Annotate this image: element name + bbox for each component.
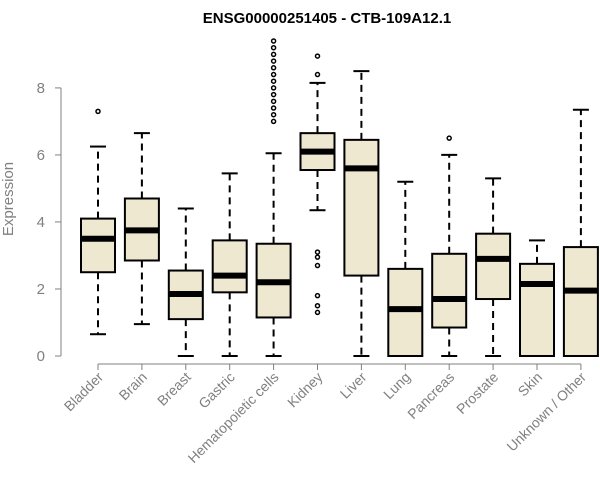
- iqr-box: [562, 246, 599, 357]
- x-tick-label: Bladder: [61, 369, 107, 415]
- x-tick-label: Unknown / Other: [503, 369, 589, 455]
- iqr-box: [387, 267, 424, 358]
- outlier-point: [270, 85, 277, 91]
- y-axis: 0 2 4 6 8: [37, 80, 62, 365]
- box-lung: [387, 180, 424, 358]
- x-tick-label: Pancreas: [404, 369, 457, 422]
- x-tick-label: Prostate: [453, 369, 501, 417]
- y-tick-label: 8: [37, 80, 45, 97]
- x-tick-label: Skin: [515, 369, 546, 400]
- outlier-point: [270, 111, 277, 118]
- outlier-point: [95, 108, 101, 115]
- iqr-box: [431, 252, 468, 329]
- outlier-point: [270, 58, 277, 64]
- x-tick-label: Lung: [380, 369, 413, 402]
- box-prostate: [475, 177, 512, 357]
- x-tick-label: Kidney: [284, 369, 326, 411]
- box-skin: [519, 239, 555, 357]
- y-tick-label: 2: [37, 281, 45, 298]
- box-kidney: [299, 53, 336, 316]
- box-gastric: [211, 172, 248, 357]
- outlier-point: [314, 53, 321, 59]
- y-axis-label: Expression: [0, 162, 17, 236]
- box-unknown-other: [562, 108, 599, 357]
- outlier-point: [314, 254, 321, 260]
- iqr-box: [343, 138, 380, 277]
- outlier-point: [270, 38, 277, 44]
- outlier-point: [270, 118, 277, 125]
- outlier-point: [270, 71, 277, 78]
- outlier-point: [446, 135, 452, 141]
- iqr-box: [80, 217, 116, 274]
- box-brain: [123, 132, 160, 326]
- outlier-point: [314, 292, 321, 299]
- x-tick-label: Brain: [116, 369, 150, 403]
- x-tick-label: Breast: [154, 369, 194, 409]
- chart-title: ENSG00000251405 - CTB-109A12.1: [203, 10, 451, 27]
- iqr-box: [519, 262, 555, 357]
- box-bladder: [80, 108, 116, 336]
- outlier-point: [270, 44, 277, 51]
- outlier-point: [314, 249, 321, 255]
- y-tick-label: 4: [37, 214, 45, 231]
- outlier-point: [270, 51, 277, 58]
- outlier-point: [270, 65, 277, 71]
- box-liver: [343, 70, 380, 357]
- outlier-point: [270, 98, 277, 105]
- boxes-group: [80, 38, 599, 358]
- iqr-box: [475, 232, 512, 301]
- outlier-point: [270, 78, 277, 84]
- outlier-point: [270, 105, 277, 111]
- outlier-point: [314, 309, 321, 316]
- y-tick-label: 6: [37, 147, 45, 164]
- x-tick-label: Gastric: [195, 369, 238, 412]
- iqr-box: [211, 239, 248, 294]
- outlier-point: [314, 71, 321, 78]
- outlier-point: [314, 302, 321, 309]
- x-tick-label: Liver: [337, 369, 370, 402]
- y-tick-label: 0: [37, 348, 45, 365]
- box-breast: [167, 207, 204, 357]
- outlier-point: [270, 91, 277, 98]
- box-pancreas: [431, 135, 468, 357]
- box-hematopoietic-cells: [255, 38, 292, 357]
- outlier-point: [314, 262, 321, 269]
